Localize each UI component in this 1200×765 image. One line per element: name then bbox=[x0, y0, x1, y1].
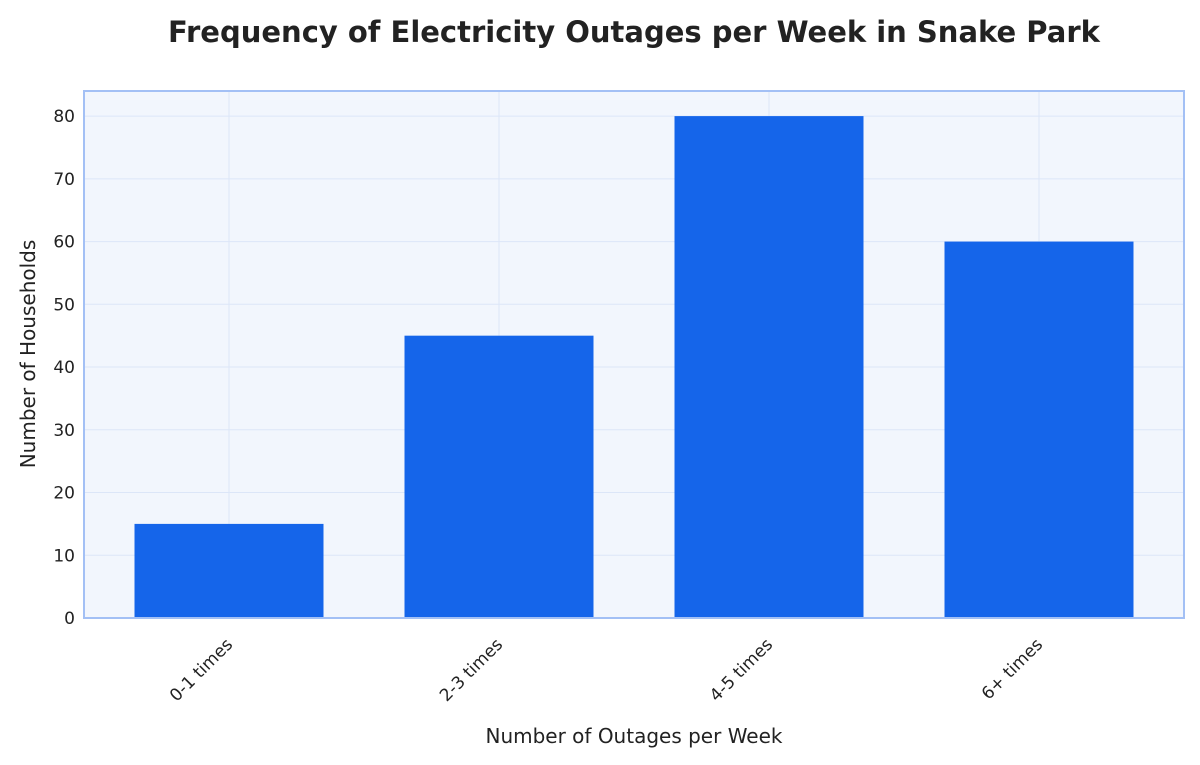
y-tick-label: 70 bbox=[53, 170, 75, 190]
chart-title: Frequency of Electricity Outages per Wee… bbox=[168, 15, 1101, 49]
x-tick-label: 6+ times bbox=[978, 635, 1047, 704]
x-tick-label: 2-3 times bbox=[436, 635, 507, 706]
x-tick-label: 0-1 times bbox=[166, 635, 237, 706]
bars bbox=[134, 116, 1134, 619]
bar-4-5-times bbox=[674, 116, 864, 618]
y-tick-label: 10 bbox=[53, 546, 75, 566]
y-tick-label: 0 bbox=[64, 609, 75, 629]
y-axis-label: Number of Households bbox=[16, 240, 40, 469]
y-tick-label: 30 bbox=[53, 421, 75, 441]
x-axis-label: Number of Outages per Week bbox=[485, 724, 782, 748]
bar-2-3-times bbox=[404, 335, 594, 618]
y-tick-label: 80 bbox=[53, 107, 75, 127]
x-tick-label: 4-5 times bbox=[706, 635, 777, 706]
y-tick-label: 20 bbox=[53, 484, 75, 504]
bar-6-times bbox=[944, 241, 1134, 619]
y-axis-ticks: 0 10 20 30 40 50 60 70 80 bbox=[53, 107, 75, 629]
y-tick-label: 60 bbox=[53, 233, 75, 253]
x-axis-ticks: 0-1 times 2-3 times 4-5 times 6+ times bbox=[166, 635, 1047, 706]
y-tick-label: 50 bbox=[53, 295, 75, 315]
y-tick-label: 40 bbox=[53, 358, 75, 378]
plot-border bbox=[83, 90, 1185, 619]
bar-0-1-times bbox=[134, 523, 324, 618]
